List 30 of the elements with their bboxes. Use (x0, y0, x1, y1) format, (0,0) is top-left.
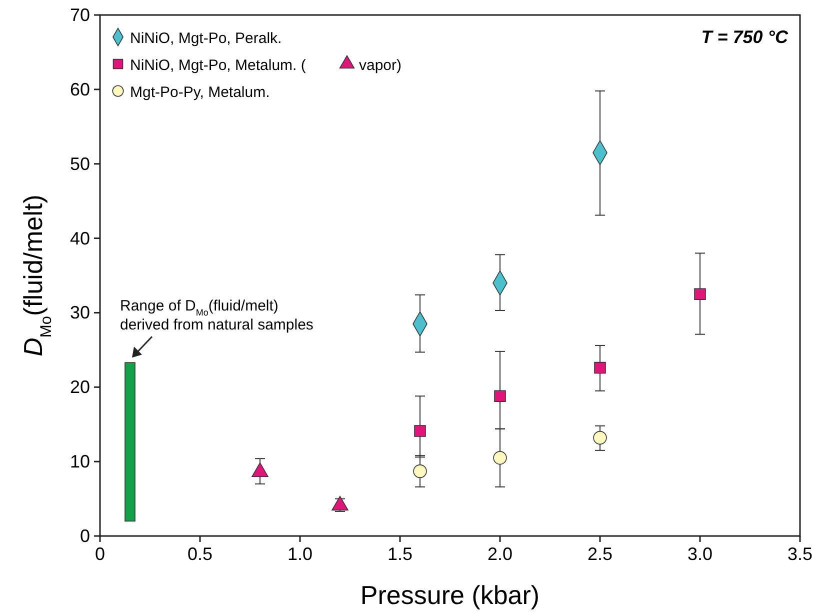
legend-label: NiNiO, Mgt-Po, Peralk. (130, 30, 282, 47)
point (594, 362, 606, 374)
y-tick-label: 0 (80, 526, 90, 546)
x-tick-label: 0 (94, 544, 106, 564)
x-tick-label: 2.5 (587, 544, 613, 564)
point (413, 464, 427, 478)
point (493, 451, 507, 465)
y-tick-label: 50 (70, 154, 90, 174)
y-tick-label: 20 (70, 377, 90, 398)
point (414, 425, 426, 437)
x-tick-label: 3.0 (687, 544, 713, 564)
x-axis-title: Pressure (kbar) (360, 580, 540, 610)
annotation: T = 750 °C (701, 27, 789, 47)
point (494, 390, 506, 402)
point (694, 288, 706, 300)
legend-label: NiNiO, Mgt-Po, Metalum. ( (130, 57, 306, 74)
x-tick-label: 2.0 (487, 544, 513, 564)
y-tick-label: 70 (70, 5, 90, 25)
x-tick-label: 3.5 (787, 544, 813, 564)
y-tick-label: 30 (70, 302, 90, 323)
annotation: Range of D$_{Mo}$(fluid/melt) derived from natural samples (120, 298, 314, 334)
x-tick-label: 0.5 (187, 544, 213, 564)
legend-label: Mgt-Po-Py, Metalum. (130, 84, 270, 101)
x-tick-label: 1.5 (387, 544, 413, 564)
legend-label: vapor) (359, 57, 402, 74)
y-tick-label: 10 (70, 452, 90, 472)
y-tick-label: 60 (70, 79, 90, 100)
y-tick-label: 40 (70, 228, 90, 248)
point (593, 430, 607, 445)
x-tick-label: 1.0 (287, 544, 313, 564)
